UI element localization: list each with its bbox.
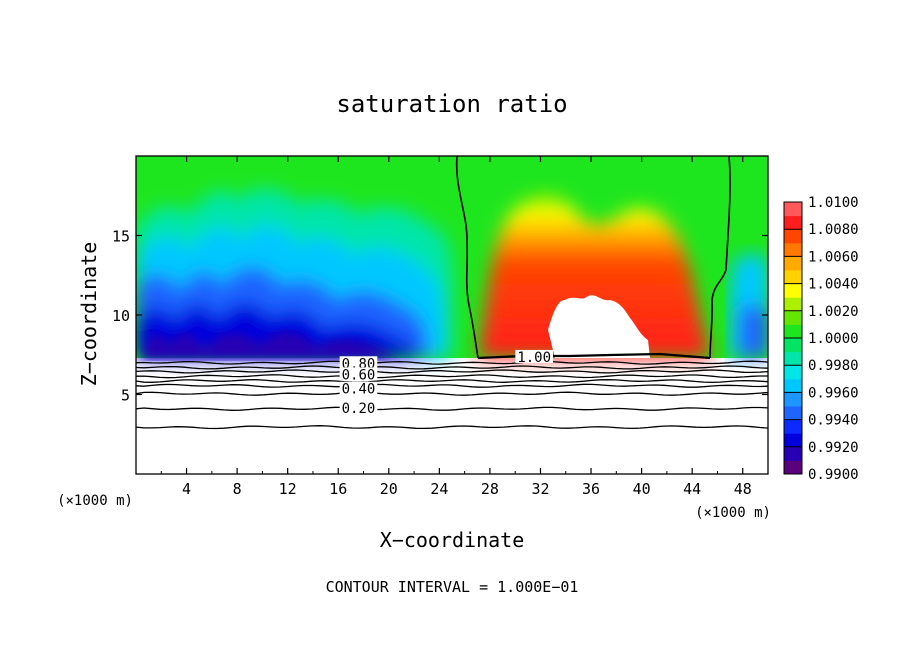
colorbar-swatch xyxy=(784,229,802,244)
colorbar-swatch xyxy=(784,202,802,217)
colorbar-swatch xyxy=(784,242,802,257)
contour-line xyxy=(136,365,768,370)
chart-title: saturation ratio xyxy=(336,90,567,118)
colorbar-swatch xyxy=(784,419,802,434)
x-tick-label: 16 xyxy=(329,480,347,498)
contour-label-bg xyxy=(339,367,378,381)
colorbar-label: 0.9920 xyxy=(808,440,859,456)
colorbar: 1.0100 1.0080 1.0060 1.0040 1.0020 1.0000 0.99… xyxy=(783,195,859,483)
colorbar-swatch xyxy=(784,351,802,366)
colorbar-swatch xyxy=(784,310,802,325)
colorbar-label: 0.9900 xyxy=(808,467,859,483)
plot-area: 0.800.600.400.201.00 xyxy=(136,156,768,474)
contour-labels: 0.800.600.400.201.00 xyxy=(339,349,553,417)
x-tick-label: 28 xyxy=(481,480,499,498)
colorbar-swatch xyxy=(784,378,802,393)
colorbar-swatch xyxy=(784,283,802,298)
x-axis-label: X−coordinate xyxy=(380,528,525,552)
contour-label-bg xyxy=(339,356,378,370)
colorbar-label: 1.0000 xyxy=(808,331,859,347)
contour-line xyxy=(136,425,768,430)
contour-line xyxy=(136,391,768,396)
saturation-contour-base xyxy=(477,352,711,360)
colorbar-label: 0.9960 xyxy=(808,385,859,401)
colorbar-swatch xyxy=(784,215,802,230)
colorbar-label: 0.9980 xyxy=(808,358,859,374)
saturation-contour-left xyxy=(455,156,479,359)
y-tick-label: 10 xyxy=(112,307,130,325)
x-tick-label: 24 xyxy=(430,480,448,498)
colorbar-label: 1.0080 xyxy=(808,222,859,238)
lower-domain xyxy=(136,358,768,474)
contour-line xyxy=(136,369,768,374)
x-tick-label: 32 xyxy=(531,480,549,498)
x-tick-label: 8 xyxy=(233,480,242,498)
contour-label-bg xyxy=(339,381,378,395)
contour-line xyxy=(136,374,768,379)
x-tick-label: 36 xyxy=(582,480,600,498)
colorbar-swatch xyxy=(784,406,802,421)
contour-interval-footer: CONTOUR INTERVAL = 1.000E−01 xyxy=(326,578,579,596)
contour-lines xyxy=(136,360,768,430)
colorbar-label: 1.0060 xyxy=(808,249,859,265)
contour-label: 0.20 xyxy=(342,401,376,417)
colorbar-swatch xyxy=(784,297,802,312)
colorbar-swatch xyxy=(784,256,802,271)
colorbar-swatch xyxy=(784,270,802,285)
supersaturated-plume xyxy=(478,193,712,358)
contour-line xyxy=(136,360,768,365)
x-unit-right: (×1000 m) xyxy=(695,505,771,521)
x-tick-label: 4 xyxy=(182,480,191,498)
colorbar-label: 0.9940 xyxy=(808,413,859,429)
x-tick-label: 48 xyxy=(734,480,752,498)
x-axis: 4 8 12 16 20 24 28 32 36 40 44 48 xyxy=(160,156,752,498)
x-tick-label: 44 xyxy=(683,480,701,498)
high-saturation-region xyxy=(548,295,650,358)
colorbar-label: 1.0020 xyxy=(808,304,859,320)
colorbar-swatch xyxy=(784,460,802,475)
y-tick-label: 15 xyxy=(112,228,130,246)
contour-line xyxy=(136,379,768,384)
subsaturated-region xyxy=(136,188,453,358)
contour-label-bg xyxy=(515,349,553,363)
saturation-contour-right xyxy=(709,156,731,359)
contour-line xyxy=(136,406,768,411)
contour-label: 0.60 xyxy=(342,367,376,383)
colorbar-label: 1.0040 xyxy=(808,277,859,293)
x-tick-label: 12 xyxy=(279,480,297,498)
colorbar-swatch xyxy=(784,446,802,461)
contour-line xyxy=(136,383,768,388)
y-tick-label: 5 xyxy=(121,387,130,405)
x-tick-label: 40 xyxy=(633,480,651,498)
contour-label: 0.40 xyxy=(342,382,376,398)
y-axis: 5 10 15 xyxy=(112,228,768,405)
colorbar-swatch xyxy=(784,433,802,448)
subsaturated-core xyxy=(142,332,395,358)
y-axis-label: Z−coordinate xyxy=(77,242,101,387)
x-unit-left: (×1000 m) xyxy=(57,493,133,509)
colorbar-swatch xyxy=(784,324,802,339)
colorbar-swatch xyxy=(784,365,802,380)
colorbar-swatch xyxy=(784,392,802,407)
contour-label: 1.00 xyxy=(517,350,551,366)
right-subsaturated-region xyxy=(728,254,768,358)
contour-label-bg xyxy=(339,400,378,414)
x-tick-label: 20 xyxy=(380,480,398,498)
colorbar-swatch xyxy=(784,338,802,353)
colorbar-label: 1.0100 xyxy=(808,195,859,211)
